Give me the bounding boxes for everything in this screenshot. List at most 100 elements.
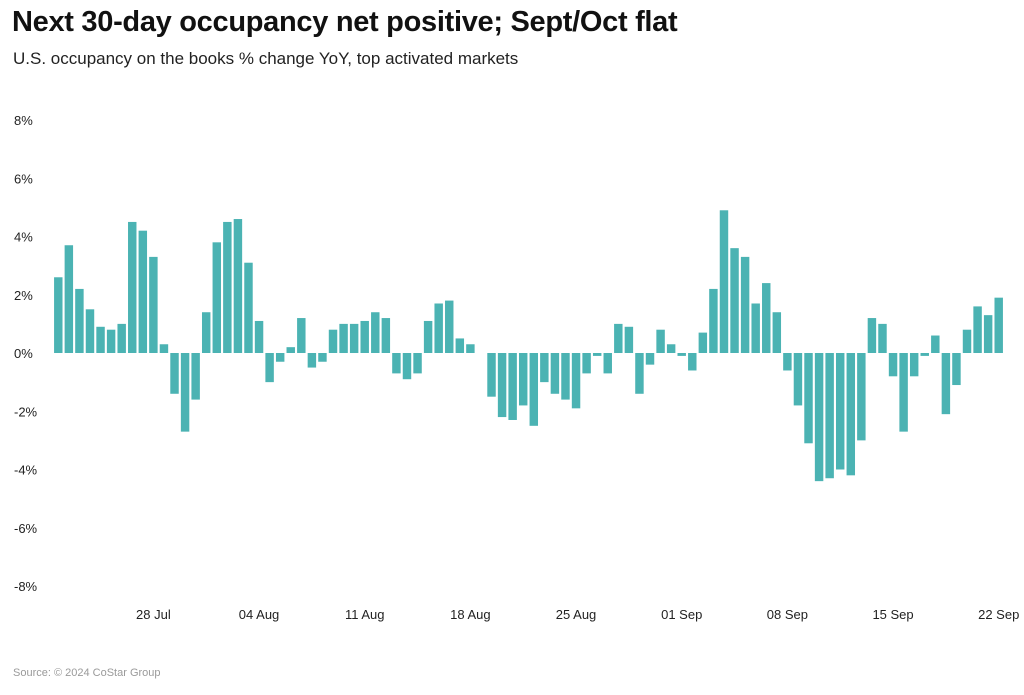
bar	[96, 326, 105, 353]
bar	[994, 297, 1003, 353]
bar	[698, 332, 708, 353]
bar	[328, 329, 338, 353]
bar	[973, 306, 982, 353]
y-tick-label: 2%	[14, 288, 33, 303]
bar	[201, 312, 211, 353]
bar	[64, 245, 74, 353]
bar	[867, 318, 877, 353]
bar	[339, 323, 348, 354]
bar	[878, 323, 887, 354]
chart-subtitle: U.S. occupancy on the books % change YoY…	[13, 49, 519, 68]
bar	[265, 353, 274, 383]
bar	[603, 353, 612, 374]
bar	[941, 353, 951, 415]
bar	[212, 242, 222, 353]
bar	[244, 262, 253, 353]
bar	[793, 353, 803, 406]
bar	[814, 353, 824, 482]
bar	[423, 320, 433, 353]
bar	[518, 353, 528, 406]
bar	[170, 353, 179, 394]
chart-title: Next 30-day occupancy net positive; Sept…	[12, 6, 678, 38]
bar	[349, 323, 359, 354]
bar	[804, 353, 813, 444]
x-axis: 28 Jul 04 Aug 11 Aug 18 Aug 25 Aug 01 Sep 08 S…	[136, 607, 1019, 622]
bar	[656, 329, 665, 353]
bar	[582, 353, 591, 374]
bar	[825, 353, 834, 479]
y-axis: 8% 6% 4% 2% 0% -2% -4% -6% -8%	[14, 113, 38, 594]
bar	[434, 303, 443, 353]
bar	[688, 353, 697, 371]
bar	[835, 353, 845, 470]
bar	[297, 318, 306, 353]
bar-series	[54, 210, 1003, 482]
bar	[846, 353, 856, 476]
bar	[54, 277, 63, 353]
x-tick-label: 15 Sep	[872, 607, 913, 622]
bar	[592, 353, 602, 356]
bar	[645, 353, 655, 365]
x-tick-label: 22 Sep	[978, 607, 1019, 622]
bar	[709, 288, 718, 353]
bar	[307, 353, 317, 368]
bar	[254, 320, 264, 353]
bar	[233, 219, 243, 353]
bar	[899, 353, 908, 432]
bar	[857, 353, 866, 441]
bar	[360, 320, 369, 353]
bar	[149, 256, 158, 353]
bar	[318, 353, 327, 362]
bar	[920, 353, 929, 356]
bar	[85, 309, 95, 353]
bar	[455, 338, 465, 353]
bar	[751, 303, 760, 353]
bar	[286, 347, 295, 353]
bar	[614, 323, 623, 354]
bar	[191, 353, 200, 400]
bar	[117, 323, 126, 354]
bar	[402, 353, 412, 380]
bar	[159, 344, 169, 353]
bar	[962, 329, 972, 353]
bar	[445, 300, 454, 353]
bar	[635, 353, 644, 394]
x-tick-label: 01 Sep	[661, 607, 702, 622]
y-tick-label: 6%	[14, 171, 33, 186]
bar	[550, 353, 560, 394]
bar	[571, 353, 581, 409]
bar	[497, 353, 507, 418]
x-tick-label: 08 Sep	[767, 607, 808, 622]
bar	[466, 344, 475, 353]
x-tick-label: 11 Aug	[345, 607, 385, 622]
y-tick-label: 4%	[14, 230, 33, 245]
y-tick-label: -6%	[14, 521, 38, 536]
x-tick-label: 04 Aug	[239, 607, 280, 622]
bar	[783, 353, 792, 371]
bar	[624, 326, 634, 353]
x-tick-label: 25 Aug	[556, 607, 597, 622]
bar	[952, 353, 961, 386]
bar	[371, 312, 380, 353]
bar	[487, 353, 496, 397]
bar	[413, 353, 422, 374]
bar	[75, 288, 84, 353]
x-tick-label: 28 Jul	[136, 607, 171, 622]
bar	[666, 344, 676, 353]
bar	[561, 353, 570, 400]
bar	[529, 353, 539, 426]
bar	[106, 329, 116, 353]
bar	[730, 248, 739, 353]
bar	[223, 221, 232, 353]
bar	[508, 353, 517, 420]
y-tick-label: -2%	[14, 404, 38, 419]
y-tick-label: 8%	[14, 113, 33, 128]
bar	[772, 312, 782, 353]
x-tick-label: 18 Aug	[450, 607, 491, 622]
bar	[888, 353, 898, 377]
bar	[540, 353, 549, 383]
bar	[762, 283, 771, 353]
bar	[275, 353, 285, 362]
bar	[138, 230, 148, 353]
bar-chart: 8% 6% 4% 2% 0% -2% -4% -6% -8% 28 Jul 04 Aug 11 Au…	[14, 113, 1019, 622]
